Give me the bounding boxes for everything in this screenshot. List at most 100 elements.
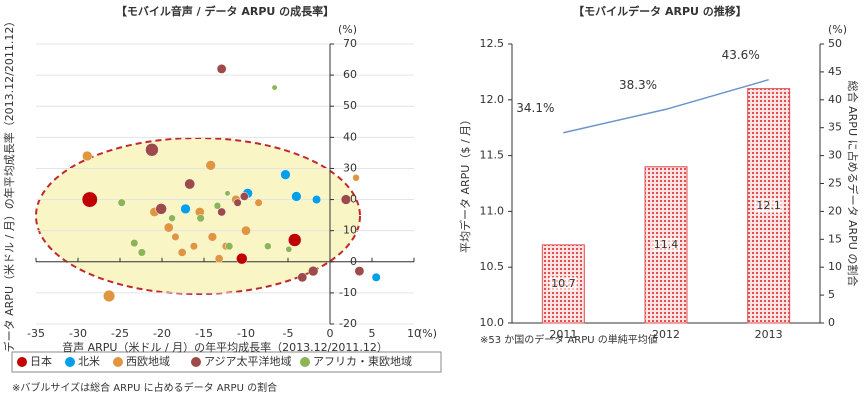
bar-label: 11.4 — [654, 238, 679, 251]
bubble — [233, 198, 242, 207]
legend-marker — [191, 357, 201, 367]
x-tick-label: 10 — [407, 327, 421, 340]
y-unit: (%) — [338, 23, 357, 36]
bubble — [103, 289, 116, 303]
bubble — [217, 207, 227, 217]
x-tick-label: 0 — [327, 327, 334, 340]
y-tick-label: 11.0 — [480, 204, 505, 217]
y-tick-label: 70 — [343, 37, 357, 50]
bubble — [224, 190, 231, 197]
bubble — [271, 84, 278, 91]
bubble — [155, 203, 167, 215]
y-tick-label: 50 — [343, 99, 357, 112]
bubble — [163, 222, 174, 233]
bubble — [177, 248, 187, 257]
y2-axis-label: 総合 ARPU に占めるデータ ARPU の割合 — [846, 81, 860, 287]
bubble — [171, 232, 180, 241]
x-axis-label: 音声 ARPU（米ドル / 月）の年平均成長率（2013.12/2011.12） — [62, 340, 388, 354]
bar-label-bg — [549, 276, 578, 291]
bar-label: 12.1 — [756, 199, 781, 212]
bubble — [291, 191, 302, 202]
bubble — [312, 195, 322, 205]
y-tick-label: 12.0 — [480, 93, 505, 106]
bubble — [82, 150, 93, 162]
line-label: 34.1% — [516, 101, 554, 115]
bubble — [168, 214, 176, 222]
bubble — [352, 174, 360, 182]
legend-marker — [113, 357, 123, 367]
chart-title: 【モバイルデータ ARPU の推移】 — [573, 4, 747, 18]
bubble — [137, 248, 146, 257]
y-tick-label: 10.0 — [480, 316, 505, 329]
y2-tick-label: 10 — [828, 260, 842, 273]
y2-tick-label: 15 — [828, 232, 842, 245]
bubble — [225, 242, 234, 251]
y-tick-label: 30 — [343, 161, 357, 174]
line-label: 43.6% — [722, 48, 760, 62]
bubble — [297, 272, 308, 283]
legend-label: 北米 — [78, 355, 100, 368]
bubble — [207, 232, 218, 242]
y2-tick-label: 5 — [828, 288, 835, 301]
bubble — [130, 239, 139, 248]
y-tick-label: -20 — [339, 317, 357, 330]
bubble — [81, 191, 98, 208]
bubble — [213, 202, 222, 210]
bubble — [308, 265, 319, 277]
legend-label: 西欧地域 — [126, 355, 170, 368]
bubble — [236, 252, 248, 265]
bubble — [254, 198, 263, 207]
y-axis-label: 平均データ ARPU（$ / 月） — [458, 114, 472, 253]
bubble — [280, 169, 291, 180]
y-tick-label: 40 — [343, 130, 357, 143]
bubble — [196, 214, 205, 223]
y-tick-label: 10 — [343, 224, 357, 237]
x-tick-label: -5 — [283, 327, 294, 340]
y2-tick-label: 45 — [828, 65, 842, 78]
y-tick-label: 11.5 — [480, 149, 505, 162]
y-tick-label: 12.5 — [480, 37, 505, 50]
bubble — [354, 266, 365, 277]
x-tick-label: -15 — [195, 327, 213, 340]
x-tick-label: -30 — [69, 327, 87, 340]
bubble — [205, 160, 216, 171]
bubble — [216, 63, 227, 74]
y2-tick-label: 0 — [828, 316, 835, 329]
legend-label: アフリカ・東欧地域 — [313, 355, 412, 368]
legend-label: 日本 — [30, 354, 52, 368]
note: ※53 か国のデータ ARPU の単純平均値 — [480, 333, 658, 346]
legend-label: アジア太平洋地域 — [204, 354, 292, 368]
bubble — [287, 233, 302, 247]
bubble — [145, 143, 159, 157]
x-tick-label: 5 — [369, 327, 376, 340]
x-tick-label: -10 — [237, 327, 255, 340]
y2-tick-label: 50 — [828, 37, 842, 50]
note: ※バブルサイズは総合 ARPU に占めるデータ ARPU の割合 — [12, 381, 277, 394]
x-tick-label: -35 — [27, 327, 45, 340]
bar-label: 10.7 — [551, 277, 576, 290]
y2-tick-label: 20 — [828, 204, 842, 217]
x-tick-label: 2012 — [652, 328, 680, 341]
bubble — [340, 194, 352, 205]
bubble — [189, 242, 198, 251]
x-tick-label: -25 — [111, 327, 129, 340]
bubble — [264, 242, 272, 250]
y2-tick-label: 40 — [828, 93, 842, 106]
y-tick-label: 10.5 — [480, 260, 505, 273]
bubble — [184, 178, 196, 190]
legend-marker — [300, 357, 310, 367]
legend-box — [11, 351, 442, 373]
bar-label-bg — [754, 198, 783, 213]
y-tick-label: 60 — [343, 68, 357, 81]
x-tick-label: 2011 — [549, 328, 577, 341]
legend-marker — [17, 357, 27, 367]
bubble — [241, 225, 251, 236]
x-unit: (%) — [418, 327, 437, 340]
y2-unit: (%) — [828, 23, 847, 36]
chart-title: 【モバイル音声 / データ ARPU の成長率】 — [116, 4, 334, 18]
bubble — [285, 245, 293, 253]
bubble — [214, 254, 224, 264]
x-tick-label: 2013 — [755, 328, 783, 341]
